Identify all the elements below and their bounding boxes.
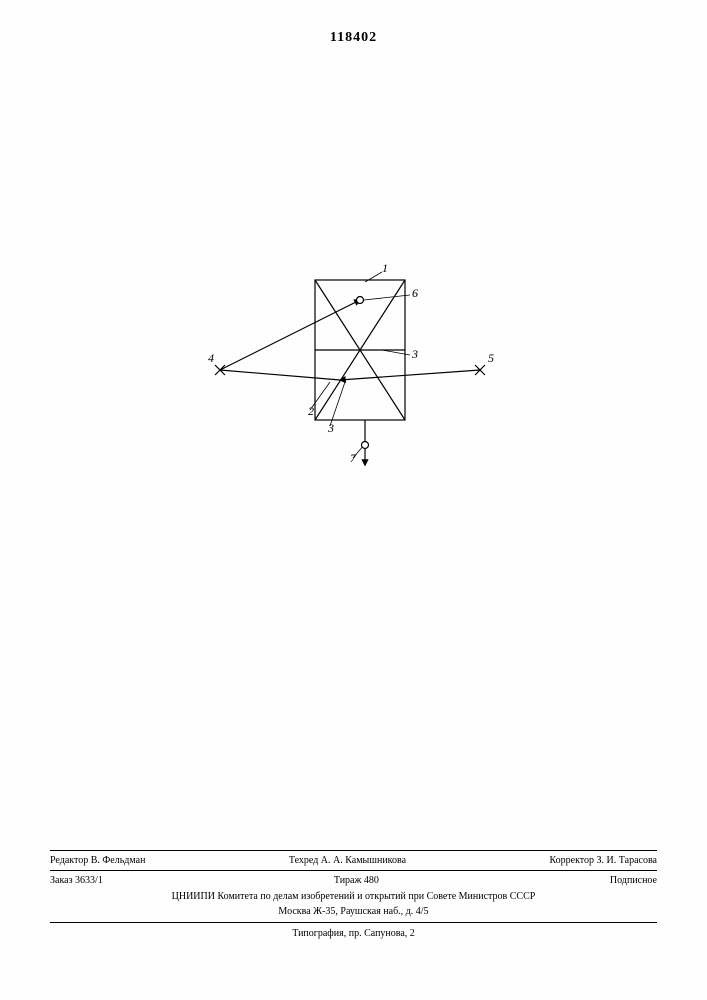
order-info: Заказ 3633/1 xyxy=(50,874,103,888)
institution-line-2: Москва Ж-35, Раушская наб., д. 4/5 xyxy=(50,905,657,919)
svg-text:5: 5 xyxy=(488,351,494,365)
footer-rule-top xyxy=(50,850,657,851)
footer-print-row: Заказ 3633/1 Тираж 480 Подписное xyxy=(50,874,657,888)
editor-credit: Редактор В. Фельдман xyxy=(50,854,145,868)
techred-credit: Техред А. А. Камышникова xyxy=(289,854,406,868)
svg-text:6: 6 xyxy=(412,286,418,300)
svg-text:7: 7 xyxy=(350,451,357,465)
svg-text:1: 1 xyxy=(382,261,388,275)
colophon-footer: Редактор В. Фельдман Техред А. А. Камышн… xyxy=(50,847,657,941)
diagram-svg: 16354237 xyxy=(150,250,550,510)
document-number: 118402 xyxy=(0,30,707,46)
editor-name: В. Фельдман xyxy=(91,855,146,866)
footer-rule-mid xyxy=(50,870,657,871)
svg-text:4: 4 xyxy=(208,351,214,365)
svg-text:2: 2 xyxy=(308,404,314,418)
editor-label: Редактор xyxy=(50,855,88,866)
footer-rule-bottom xyxy=(50,922,657,923)
techred-name: А. А. Камышникова xyxy=(321,855,406,866)
svg-text:3: 3 xyxy=(411,347,418,361)
corrector-label: Корректор xyxy=(549,855,594,866)
footer-credits-row: Редактор В. Фельдман Техред А. А. Камышн… xyxy=(50,854,657,868)
corrector-credit: Корректор З. И. Тарасова xyxy=(549,854,657,868)
svg-text:3: 3 xyxy=(327,421,334,435)
tirage-label: Тираж xyxy=(334,875,362,886)
tirage-value: 480 xyxy=(364,875,379,886)
subscription: Подписное xyxy=(610,874,657,888)
tirage-info: Тираж 480 xyxy=(334,874,379,888)
institution-line-1: ЦНИИПИ Комитета по делам изобретений и о… xyxy=(50,890,657,904)
order-value: 3633/1 xyxy=(75,875,103,886)
corrector-name: З. И. Тарасова xyxy=(597,855,657,866)
typography-line: Типография, пр. Сапунова, 2 xyxy=(50,927,657,941)
order-label: Заказ xyxy=(50,875,73,886)
technical-diagram: 16354237 xyxy=(150,250,550,510)
techred-label: Техред xyxy=(289,855,318,866)
